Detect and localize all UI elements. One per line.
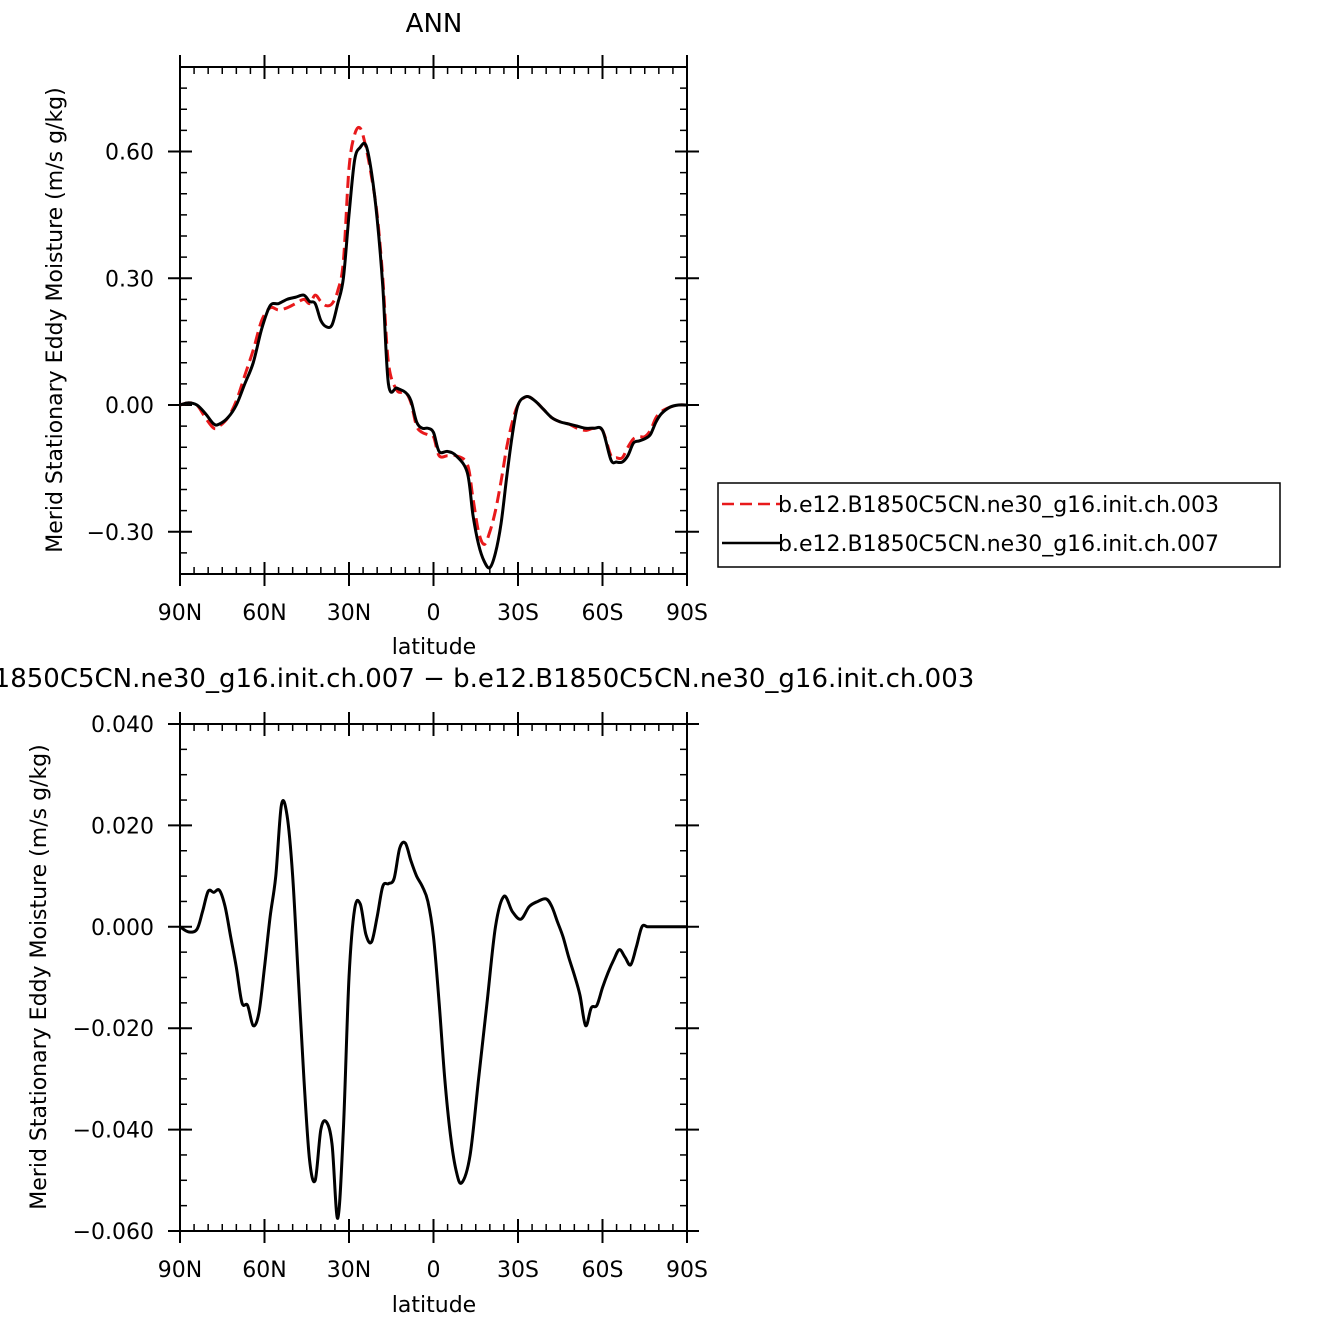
x-tick-label: 60N [242,1258,286,1283]
y-tick-label: −0.040 [73,1119,154,1144]
x-tick-label: 90S [666,1258,708,1283]
x-tick-label: 30S [497,601,539,626]
top-chart-title: ANN [406,9,463,39]
top-plot-area: 90N 60N 30N 0 30S 60S 90S −0.30 0.00 0.30 0.60 [87,55,708,626]
legend-box [717,482,1281,568]
bottom-panel: b.e12.B1850C5CN.ne30_g16.init.ch.007 − b… [0,664,974,1318]
series-line-0 [180,125,687,546]
y-tick-label: −0.020 [73,1017,154,1042]
x-tick-label: 60N [242,601,286,626]
x-tick-label: 90S [666,601,708,626]
series-line-0 [180,799,687,1220]
y-tick-label: 0.30 [105,267,154,292]
y-tick-label: 0.00 [105,394,154,419]
x-tick-label: 30S [497,1258,539,1283]
bottom-chart-title: b.e12.B1850C5CN.ne30_g16.init.ch.007 − b… [0,664,974,694]
y-tick-label: −0.060 [73,1220,154,1245]
y-tick-label: 0.020 [91,814,154,839]
x-tick-label: 30N [327,1258,371,1283]
x-tick-label: 0 [427,1258,441,1283]
top-panel: ANN 90N 60N 30N 0 30S 60S 90S −0.30 0.00 0.30 0.60… [43,9,708,660]
x-tick-label: 0 [427,601,441,626]
legend-label-007: b.e12.B1850C5CN.ne30_g16.init.ch.007 [778,532,1219,557]
top-y-axis-label: Merid Stationary Eddy Moisture (m/s g/kg… [43,87,68,552]
top-x-axis-label: latitude [392,635,476,660]
bottom-y-axis-label: Merid Stationary Eddy Moisture (m/s g/kg… [27,744,52,1209]
legend-label-003: b.e12.B1850C5CN.ne30_g16.init.ch.003 [778,493,1219,518]
y-tick-label: 0.60 [105,141,154,166]
x-tick-label: 30N [327,601,371,626]
plot-frame [179,66,688,575]
y-tick-label: 0.040 [91,713,154,738]
x-tick-label: 90N [158,601,202,626]
y-tick-label: −0.30 [87,521,154,546]
bottom-x-axis-label: latitude [392,1293,476,1318]
series-line-1 [180,141,687,570]
legend: b.e12.B1850C5CN.ne30_g16.init.ch.003 b.e… [717,482,1281,568]
plot-frame [179,723,688,1232]
x-tick-label: 90N [158,1258,202,1283]
bottom-plot-area: 90N 60N 30N 0 30S 60S 90S −0.060 −0.040 −0.020 0.0… [73,712,708,1283]
x-tick-label: 60S [582,601,624,626]
y-tick-label: 0.000 [91,916,154,941]
x-tick-label: 60S [582,1258,624,1283]
